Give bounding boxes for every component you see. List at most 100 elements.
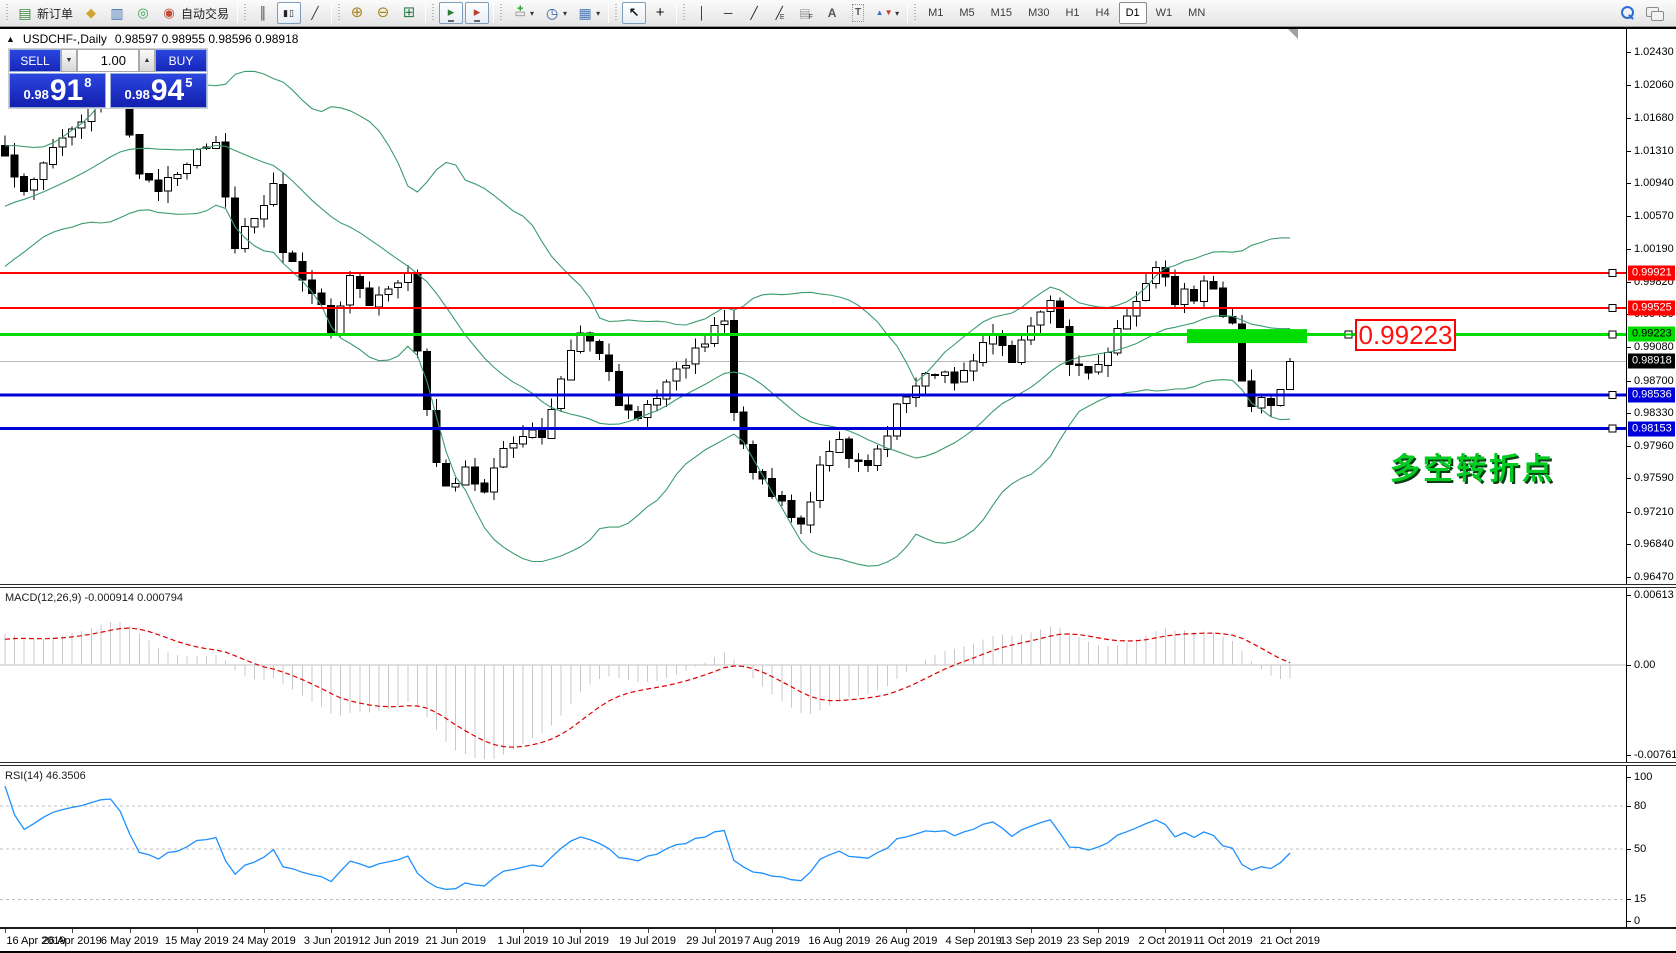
- volume-decrease-button[interactable]: ▼: [61, 49, 77, 72]
- metaeditor-button[interactable]: [79, 2, 103, 24]
- date-label: 23 Sep 2019: [1067, 935, 1130, 947]
- period-mn-button[interactable]: MN: [1188, 7, 1206, 19]
- crosshair-button[interactable]: [648, 2, 672, 24]
- toolbar-separator: [331, 3, 333, 23]
- vertical-line-button[interactable]: [690, 2, 714, 24]
- toolbar-grip[interactable]: [682, 4, 688, 22]
- vertical-line-icon: [694, 5, 710, 21]
- date-tick: [906, 929, 908, 933]
- price-tag: 0.98536: [1628, 387, 1675, 403]
- price-level-annotation[interactable]: 0.99223: [1355, 319, 1456, 351]
- buy-button[interactable]: BUY: [155, 49, 207, 72]
- date-label: 16 Apr 2019: [6, 935, 66, 947]
- new-order-button[interactable]: 新订单: [13, 2, 77, 24]
- toolbar-grip[interactable]: [5, 4, 10, 22]
- date-tick: [1165, 929, 1167, 933]
- price-tick-label: 1.00190: [1634, 243, 1674, 256]
- date-label: 4 Sep 2019: [945, 935, 1002, 947]
- toolbar-grip[interactable]: [243, 4, 249, 22]
- sell-price-display[interactable]: 0.98 91 8: [9, 73, 106, 108]
- price-axis[interactable]: 1.02430 1.02060 1.01680 1.01310 1.00940 1.005…: [1626, 29, 1676, 584]
- auto-scroll-button[interactable]: [439, 2, 464, 24]
- date-label: 12 Jun 2019: [358, 935, 419, 947]
- date-label: 13 Sep 2019: [999, 935, 1063, 947]
- zoom-out-button[interactable]: [371, 2, 395, 24]
- rsi-tick-dash: [1627, 921, 1631, 922]
- dropdown-caret-icon: ▾: [596, 8, 601, 18]
- arrows-button[interactable]: ▾: [872, 2, 903, 24]
- bar-chart-button[interactable]: [251, 2, 275, 24]
- toolbar-grip[interactable]: [913, 4, 919, 22]
- price-tick-label: 1.00570: [1634, 209, 1674, 222]
- price-tag: 0.99525: [1628, 300, 1675, 316]
- price-tick-dash: [1627, 215, 1631, 217]
- autotrading-button-label: 自动交易: [181, 6, 230, 21]
- tile-windows-button[interactable]: [397, 2, 421, 24]
- period-m1-button[interactable]: M1: [928, 7, 944, 19]
- line-chart-button[interactable]: [303, 2, 327, 24]
- date-label: 7 Aug 2019: [744, 935, 801, 947]
- price-tick-dash: [1627, 413, 1631, 415]
- indicators-button[interactable]: ▾: [507, 2, 538, 24]
- period-d1-button[interactable]: D1: [1118, 2, 1147, 24]
- one-click-trading-panel: SELL ▼ 1.00 ▲ BUY 0.98 91 8 0.98 94 5: [8, 48, 208, 109]
- macd-axis[interactable]: 0.00613 0.00 -0.007612: [1626, 588, 1676, 762]
- chat-button[interactable]: [1642, 2, 1666, 24]
- toolbar-grip[interactable]: [614, 4, 620, 22]
- text-label-button[interactable]: [846, 2, 870, 24]
- toolbar-grip[interactable]: [499, 4, 505, 22]
- window-bottom-border: [0, 951, 1676, 953]
- chart-shift-marker-icon[interactable]: [1288, 29, 1298, 39]
- period-h4-button[interactable]: H4: [1095, 7, 1110, 19]
- text-button[interactable]: [820, 2, 844, 24]
- sell-button[interactable]: SELL: [9, 49, 61, 72]
- date-label: 3 Jun 2019: [303, 935, 359, 947]
- fibonacci-button[interactable]: [794, 2, 818, 24]
- price-tick-label: 0.96470: [1634, 570, 1674, 583]
- panel-divider[interactable]: [0, 762, 1676, 766]
- volume-increase-button[interactable]: ▲: [139, 49, 155, 72]
- text-icon: [824, 5, 840, 21]
- toolbar-group-scroll: [438, 0, 490, 27]
- signals-button[interactable]: [131, 2, 155, 24]
- cursor-button[interactable]: [622, 2, 647, 24]
- date-axis[interactable]: 16 Apr 2019 26 Apr 2019 6 May 2019 15 May 2…: [0, 929, 1676, 951]
- price-tick-label: 0.98700: [1634, 374, 1674, 387]
- market-watch-button[interactable]: [105, 2, 129, 24]
- date-label: 11 Oct 2019: [1193, 935, 1253, 947]
- chart-shift-button[interactable]: [465, 2, 490, 24]
- period-w1-button[interactable]: W1: [1155, 7, 1173, 19]
- period-m15-button[interactable]: M15: [990, 7, 1013, 19]
- volume-input[interactable]: 1.00: [77, 49, 139, 72]
- toolbar-separator: [608, 3, 610, 23]
- period-m5-button[interactable]: M5: [959, 7, 975, 19]
- search-button[interactable]: [1616, 2, 1640, 24]
- price-tick-dash: [1627, 183, 1631, 185]
- channel-button[interactable]: [768, 2, 792, 24]
- templates-button[interactable]: ▾: [573, 2, 604, 24]
- price-tick-dash: [1627, 249, 1631, 251]
- periods-menu-button[interactable]: ▾: [540, 2, 571, 24]
- period-h1-button[interactable]: H1: [1065, 7, 1080, 19]
- price-tick-dash: [1627, 380, 1631, 382]
- price-tick-dash: [1627, 445, 1631, 447]
- rsi-axis[interactable]: 100 80 50 15 0: [1626, 766, 1676, 927]
- toolbar-grip[interactable]: [431, 4, 437, 22]
- turning-point-note[interactable]: 多空转折点: [1390, 453, 1555, 486]
- panel-divider[interactable]: [0, 584, 1676, 588]
- buy-price-display[interactable]: 0.98 94 5: [110, 73, 207, 108]
- date-tick: [263, 929, 265, 933]
- toolbar-group-cursor: [621, 0, 673, 27]
- zoom-in-button[interactable]: [345, 2, 369, 24]
- horizontal-line-button[interactable]: [716, 2, 740, 24]
- metaeditor-icon: [83, 5, 99, 21]
- candlestick-button[interactable]: [277, 2, 302, 24]
- trendline-button[interactable]: [742, 2, 766, 24]
- toolbar-grip[interactable]: [337, 4, 343, 22]
- date-tick: [1031, 929, 1033, 933]
- rsi-canvas: [0, 785, 1626, 900]
- one-click-collapse-icon[interactable]: ▲: [6, 34, 15, 44]
- window-split-line: [0, 27, 1676, 29]
- period-m30-button[interactable]: M30: [1028, 7, 1050, 19]
- autotrading-button[interactable]: 自动交易: [157, 2, 233, 24]
